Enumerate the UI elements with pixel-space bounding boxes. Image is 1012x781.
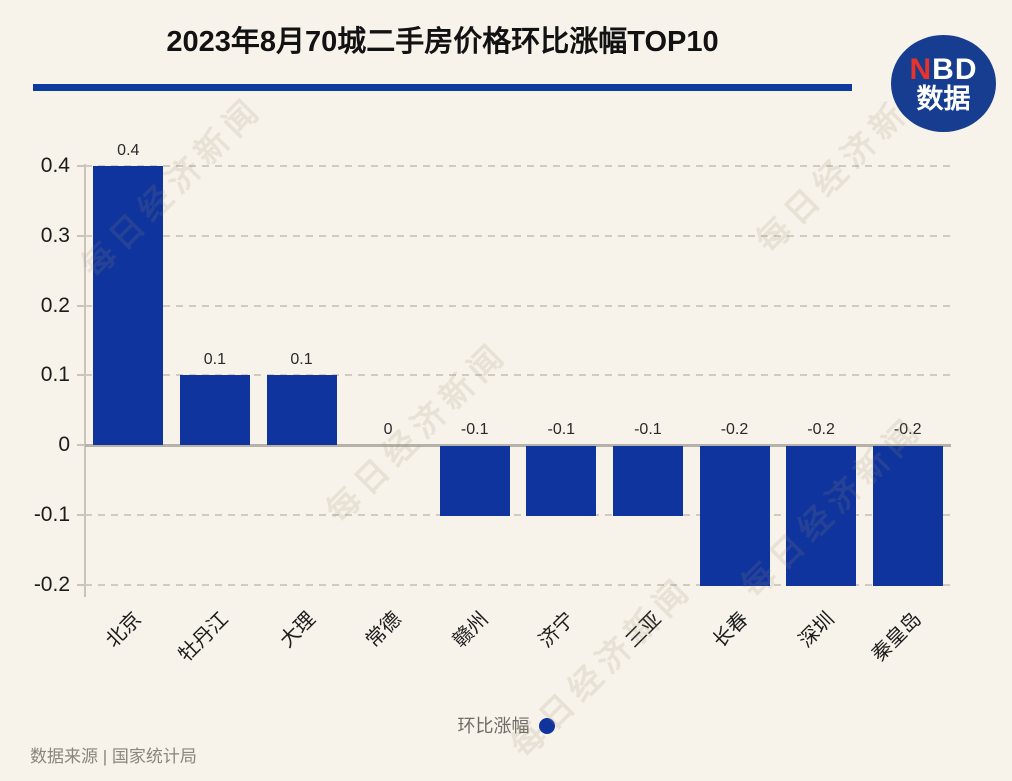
y-tick-label: 0.1 [40, 363, 70, 387]
x-tick-label: 北京 [102, 608, 147, 653]
y-tick-label: -0.2 [33, 572, 70, 596]
y-tick-label: 0.2 [40, 293, 70, 317]
bar [526, 446, 597, 516]
legend-label: 环比涨幅 [457, 716, 530, 736]
x-tick-label: 三亚 [621, 608, 666, 653]
x-tick-label: 长春 [708, 608, 753, 653]
x-tick-label: 秦皇岛 [867, 608, 926, 667]
x-tick-label: 大理 [275, 608, 320, 653]
x-tick-label: 牡丹江 [174, 608, 233, 667]
bar-value-label: -0.2 [807, 421, 835, 438]
y-axis-line [84, 164, 86, 597]
bar-value-label: -0.2 [893, 421, 922, 438]
grid-line [85, 234, 951, 237]
grid-line [85, 165, 951, 167]
y-tick-mark [77, 444, 85, 446]
nbd-logo-text: NBD [909, 54, 977, 85]
nbd-logo-n: N [909, 52, 933, 86]
x-tick-label: 赣州 [448, 608, 493, 653]
bar [439, 446, 510, 516]
data-source: 数据来源 | 国家统计局 [30, 747, 197, 766]
chart-legend: 环比涨幅 [0, 714, 1012, 738]
legend-dot-icon [538, 718, 555, 734]
bar [612, 446, 683, 516]
bar [699, 446, 770, 586]
bar-value-label: 0.1 [290, 351, 313, 369]
nbd-logo-subtitle: 数据 [916, 83, 971, 114]
y-tick-label: 0.3 [40, 223, 70, 247]
bar-value-label: 0.4 [117, 142, 140, 159]
y-tick-label: 0.4 [40, 154, 70, 177]
nbd-logo-bd: BD [932, 52, 978, 86]
y-tick-label: 0 [58, 433, 70, 456]
y-tick-label: -0.1 [33, 502, 70, 526]
y-tick-mark [77, 374, 85, 377]
grid-line [85, 304, 951, 307]
y-tick-mark [77, 165, 85, 167]
grid-line [85, 374, 951, 377]
grid-line [85, 513, 951, 516]
zero-line [85, 444, 951, 447]
bar [786, 446, 857, 586]
bar-value-label: -0.1 [547, 421, 576, 438]
x-tick-label: 常德 [362, 608, 406, 653]
bar-value-label: -0.1 [634, 421, 662, 438]
x-tick-label: 深圳 [795, 608, 839, 653]
nbd-logo: NBD 数据 [891, 35, 996, 132]
bar [93, 166, 164, 445]
x-tick-label: 济宁 [535, 608, 580, 653]
page-title: 2023年8月70城二手房价格环比涨幅TOP10 [166, 26, 719, 58]
y-tick-mark [77, 583, 85, 586]
bar-value-label: 0 [383, 421, 393, 438]
grid-line [85, 583, 951, 586]
title-underline [33, 84, 852, 91]
bar [266, 375, 337, 445]
bar-value-label: 0.1 [203, 351, 227, 369]
y-tick-mark [77, 234, 85, 237]
y-tick-mark [77, 304, 85, 307]
bar [179, 375, 250, 445]
y-tick-mark [77, 513, 85, 516]
bar [872, 446, 943, 586]
bar-value-label: -0.2 [720, 421, 749, 438]
bar-value-label: -0.1 [460, 421, 489, 438]
